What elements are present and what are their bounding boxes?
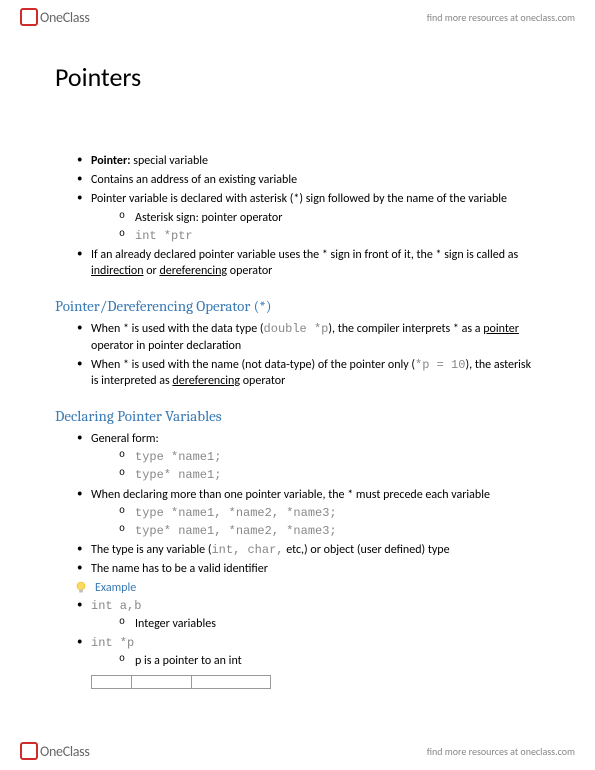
logo-square-icon xyxy=(20,8,38,26)
list-item: Asterisk sign: pointer operator xyxy=(119,210,540,226)
text: When * is used with the name (not data-t… xyxy=(91,358,415,372)
list-item: If an already declared pointer variable … xyxy=(77,247,540,279)
list-item: type *name1, *name2, *name3; xyxy=(119,505,540,521)
section-heading-declaring: Declaring Pointer Variables xyxy=(55,407,540,425)
sub-list: type *name1; type* name1; xyxy=(91,449,540,483)
header-bar: OneClass find more resources at oneclass… xyxy=(0,0,595,31)
list-item: General form: type *name1; type* name1; xyxy=(77,431,540,484)
logo-square-icon xyxy=(20,742,38,760)
list-item: The type is any variable (int, char, etc… xyxy=(77,542,540,558)
list-item: When * is used with the data type (doubl… xyxy=(77,321,540,353)
table-cell xyxy=(131,675,191,689)
list-item: The name has to be a valid identifier xyxy=(77,561,540,577)
sub-list: Integer variables xyxy=(91,616,540,632)
code-snippet: type* name1; xyxy=(135,468,221,482)
list-item: Pointer: special variable xyxy=(77,153,540,169)
text: etc,) or object (user defined) type xyxy=(283,543,449,557)
list-item: Integer variables xyxy=(119,616,540,632)
list-item: type *name1; xyxy=(119,449,540,465)
term-pointer-op: pointer xyxy=(483,322,519,336)
lightbulb-icon xyxy=(75,581,87,595)
code-snippet: double *p xyxy=(264,322,329,336)
document-body: Pointers Pointer: special variable Conta… xyxy=(0,31,595,699)
footer-brand-logo[interactable]: OneClass xyxy=(20,742,90,760)
text: When declaring more than one pointer var… xyxy=(91,488,490,502)
list-item: int *p p is a pointer to an int xyxy=(77,635,540,669)
table-cell xyxy=(191,675,271,689)
list-item: type* name1; xyxy=(119,467,540,483)
list-item: p is a pointer to an int xyxy=(119,653,540,669)
header-resources-link[interactable]: find more resources at oneclass.com xyxy=(427,11,575,24)
page-title: Pointers xyxy=(55,61,540,93)
code-snippet: *p = 10 xyxy=(415,358,465,372)
list-item: Contains an address of an existing varia… xyxy=(77,172,540,188)
list-item: When declaring more than one pointer var… xyxy=(77,487,540,540)
list-item: type* name1, *name2, *name3; xyxy=(119,523,540,539)
section-heading-operator: Pointer/Dereferencing Operator (*) xyxy=(55,297,540,315)
text: ), the compiler interprets * as a xyxy=(328,322,483,336)
term-deref-op: dereferencing xyxy=(172,374,240,388)
declaring-list: General form: type *name1; type* name1; … xyxy=(55,431,540,578)
footer-bar: OneClass find more resources at oneclass… xyxy=(0,736,595,770)
intro-list: Pointer: special variable Contains an ad… xyxy=(55,153,540,279)
list-item: int *ptr xyxy=(119,228,540,244)
list-item: Pointer variable is declared with asteri… xyxy=(77,191,540,244)
text: operator xyxy=(240,374,285,388)
table-cell xyxy=(91,675,131,689)
logo-text: OneClass xyxy=(40,9,90,26)
sub-list: p is a pointer to an int xyxy=(91,653,540,669)
term-pointer: Pointer: xyxy=(91,154,131,168)
text: The type is any variable ( xyxy=(91,543,211,557)
example-row: Example xyxy=(55,581,540,595)
brand-logo[interactable]: OneClass xyxy=(20,8,90,26)
text: When * is used with the data type ( xyxy=(91,322,264,336)
sub-list: type *name1, *name2, *name3; type* name1… xyxy=(91,505,540,539)
list-item: When * is used with the name (not data-t… xyxy=(77,357,540,389)
list-item: int a,b Integer variables xyxy=(77,598,540,632)
code-snippet: int *p xyxy=(91,636,134,650)
code-snippet: int *ptr xyxy=(135,229,193,243)
logo-text: OneClass xyxy=(40,743,90,760)
code-snippet: type *name1; xyxy=(135,450,221,464)
term-dereferencing: dereferencing xyxy=(159,264,227,278)
code-snippet: type *name1, *name2, *name3; xyxy=(135,506,337,520)
term-indirection: indirection xyxy=(91,264,144,278)
text: Pointer variable is declared with asteri… xyxy=(91,192,507,206)
table-fragment xyxy=(91,675,540,689)
code-snippet: type* name1, *name2, *name3; xyxy=(135,524,337,538)
text: If an already declared pointer variable … xyxy=(91,248,518,262)
text: General form: xyxy=(91,432,159,446)
text: special variable xyxy=(131,154,208,168)
operator-list: When * is used with the data type (doubl… xyxy=(55,321,540,389)
example-label: Example xyxy=(95,581,136,595)
text: or xyxy=(144,264,160,278)
footer-resources-link[interactable]: find more resources at oneclass.com xyxy=(427,745,575,758)
code-snippet: int, char, xyxy=(211,543,283,557)
code-snippet: int a,b xyxy=(91,599,141,613)
text: operator xyxy=(227,264,272,278)
text: operator in pointer declaration xyxy=(91,339,241,353)
example-list: int a,b Integer variables int *p p is a … xyxy=(55,598,540,670)
sub-list: Asterisk sign: pointer operator int *ptr xyxy=(91,210,540,244)
